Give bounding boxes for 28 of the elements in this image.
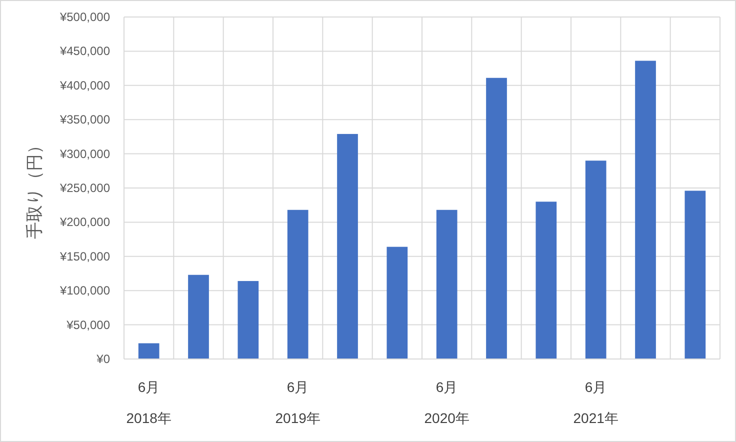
bar xyxy=(635,60,656,359)
bar xyxy=(386,246,408,359)
y-tick-label: ¥450,000 xyxy=(58,44,110,58)
x-tick-label: 6月 2019年 xyxy=(275,379,320,426)
y-tick-label: ¥0 xyxy=(96,352,110,366)
y-tick-label: ¥100,000 xyxy=(58,284,110,298)
y-tick-label: ¥500,000 xyxy=(58,10,110,24)
bar xyxy=(436,210,458,359)
y-tick-label: ¥250,000 xyxy=(58,181,110,195)
y-tick-label: ¥400,000 xyxy=(58,78,110,92)
y-tick-label: ¥200,000 xyxy=(58,215,110,230)
bar xyxy=(684,190,706,359)
x-tick-label: 6月 2021年 xyxy=(573,379,618,426)
bar xyxy=(337,134,358,359)
bar xyxy=(138,343,160,359)
y-tick-label: ¥50,000 xyxy=(66,318,110,332)
y-tick-label: ¥300,000 xyxy=(58,146,110,161)
y-tick-label: ¥350,000 xyxy=(58,112,110,127)
x-tick-label: 6月 2020年 xyxy=(424,379,470,426)
bar xyxy=(287,210,308,359)
x-tick-label: 6月 2018年 xyxy=(126,379,172,426)
y-tick-label: ¥150,000 xyxy=(58,249,110,264)
bar xyxy=(585,160,606,359)
bar xyxy=(238,281,259,359)
bar xyxy=(486,78,507,359)
bar xyxy=(536,202,557,359)
y-axis-title: 手取り（円） xyxy=(25,137,44,239)
bar xyxy=(188,274,209,359)
